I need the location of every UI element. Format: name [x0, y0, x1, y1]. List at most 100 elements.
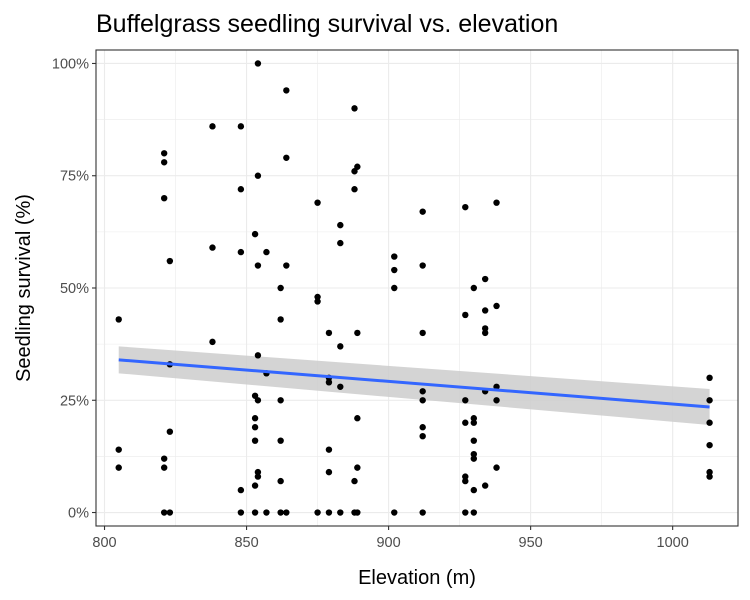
data-point — [283, 509, 290, 516]
data-point — [237, 509, 245, 516]
data-point — [254, 172, 262, 179]
data-point — [462, 397, 469, 404]
confidence-band-area — [118, 346, 710, 425]
data-point — [263, 509, 270, 516]
y-axis-title: Seedling survival (%) — [13, 194, 35, 382]
y-tick-label: 0% — [68, 506, 89, 522]
data-point — [481, 482, 489, 489]
data-point — [277, 316, 284, 323]
data-point — [470, 509, 478, 516]
y-tick-label: 50% — [60, 281, 89, 297]
data-point — [251, 424, 259, 431]
data-point — [419, 329, 426, 337]
data-point — [462, 509, 469, 516]
data-point — [470, 486, 478, 494]
data-point — [354, 464, 361, 471]
data-point — [277, 437, 284, 444]
data-point — [337, 383, 344, 390]
data-point — [160, 455, 168, 462]
data-point — [325, 446, 333, 453]
data-point — [160, 150, 168, 157]
data-point — [314, 199, 321, 206]
data-point — [254, 473, 262, 480]
data-point — [354, 329, 361, 337]
data-point — [706, 419, 713, 426]
data-point — [277, 509, 284, 516]
data-point — [254, 60, 262, 67]
data-point — [314, 293, 321, 301]
data-point — [115, 446, 122, 453]
data-point — [462, 473, 469, 480]
data-point — [419, 432, 426, 440]
chart-title: Buffelgrass seedling survival vs. elevat… — [96, 10, 558, 38]
data-point — [325, 509, 333, 516]
data-point — [462, 311, 469, 319]
x-tick-label: 900 — [376, 535, 400, 551]
data-point — [166, 428, 174, 435]
data-point — [706, 397, 713, 404]
data-point — [481, 307, 489, 314]
data-point — [706, 473, 713, 480]
data-point — [481, 325, 489, 332]
data-point — [706, 468, 713, 476]
data-point — [391, 284, 398, 292]
data-point — [277, 284, 284, 292]
x-axis-title: Elevation (m) — [358, 567, 476, 589]
data-point — [337, 343, 344, 350]
data-point — [254, 262, 262, 269]
data-point — [419, 397, 426, 404]
data-point — [283, 87, 290, 94]
data-point — [277, 477, 284, 485]
x-tick-label: 950 — [519, 535, 543, 551]
data-point — [481, 329, 489, 337]
data-point — [481, 275, 489, 283]
y-tick-label: 75% — [60, 169, 89, 185]
trend-line — [118, 358, 710, 409]
data-point — [254, 397, 262, 404]
data-point — [237, 123, 245, 130]
data-point — [160, 464, 168, 471]
data-point — [706, 374, 713, 382]
data-point — [419, 509, 426, 516]
data-point — [470, 437, 478, 444]
data-point — [351, 105, 358, 112]
data-point — [237, 186, 245, 193]
data-point — [337, 221, 344, 229]
data-point — [470, 419, 478, 426]
data-point — [277, 397, 284, 404]
data-point — [354, 163, 361, 170]
data-point — [470, 415, 478, 422]
data-point — [166, 257, 174, 265]
data-point — [283, 262, 290, 269]
data-point — [251, 230, 259, 238]
data-point — [462, 203, 469, 211]
data-point — [115, 464, 122, 471]
data-point — [115, 316, 122, 323]
data-point — [470, 284, 478, 292]
data-point — [283, 154, 290, 161]
data-point — [314, 298, 321, 305]
data-point — [209, 244, 216, 251]
trend-line-group — [118, 358, 710, 409]
data-point — [462, 419, 469, 426]
data-point — [337, 509, 344, 516]
data-point — [251, 509, 259, 516]
data-point — [325, 329, 333, 337]
data-point — [254, 352, 262, 359]
data-point — [237, 486, 245, 494]
y-tick-label: 25% — [60, 393, 89, 409]
data-point — [209, 338, 216, 346]
data-point — [251, 437, 259, 444]
data-point — [493, 199, 500, 206]
data-point — [493, 397, 500, 404]
data-point — [160, 159, 168, 166]
data-point — [493, 464, 500, 471]
data-point — [254, 468, 262, 476]
data-point — [251, 415, 259, 422]
data-point — [470, 450, 478, 458]
data-points — [115, 60, 713, 516]
data-point — [263, 248, 270, 256]
data-point — [419, 388, 426, 395]
y-tick-label: 100% — [52, 56, 89, 72]
